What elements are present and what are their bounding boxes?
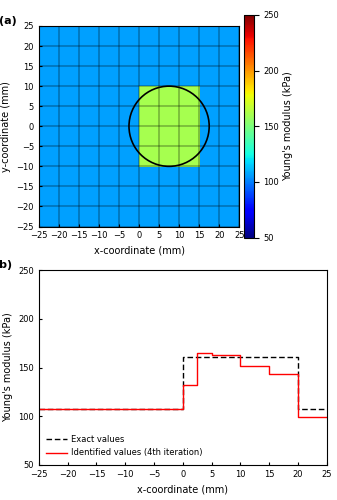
Identified values (4th iteration) <box>210 352 214 358</box>
Line: Exact values: Exact values <box>39 358 327 410</box>
Exact values <box>296 354 300 360</box>
Exact values <box>37 406 41 412</box>
Identified values (4th iteration) <box>210 350 214 356</box>
Identified values (4th iteration) <box>239 352 243 358</box>
Identified values (4th iteration) <box>267 362 271 368</box>
Exact values <box>181 354 185 360</box>
Exact values <box>296 406 300 412</box>
Identified values (4th iteration) <box>181 382 185 388</box>
Exact values <box>325 406 329 412</box>
X-axis label: x-coordinate (mm): x-coordinate (mm) <box>137 484 228 494</box>
Text: (a): (a) <box>0 16 17 26</box>
Exact values <box>181 406 185 412</box>
Y-axis label: Young's modulus (kPa): Young's modulus (kPa) <box>283 72 294 181</box>
Identified values (4th iteration) <box>181 406 185 412</box>
Identified values (4th iteration) <box>195 382 199 388</box>
Identified values (4th iteration) <box>195 350 199 356</box>
X-axis label: x-coordinate (mm): x-coordinate (mm) <box>93 246 185 256</box>
Line: Identified values (4th iteration): Identified values (4th iteration) <box>39 353 327 417</box>
Text: (b): (b) <box>0 260 12 270</box>
Identified values (4th iteration) <box>239 362 243 368</box>
Identified values (4th iteration) <box>296 372 300 378</box>
Legend: Exact values, Identified values (4th iteration): Exact values, Identified values (4th ite… <box>43 432 206 461</box>
Identified values (4th iteration) <box>267 372 271 378</box>
Y-axis label: y-coordinate (mm): y-coordinate (mm) <box>1 81 11 172</box>
Identified values (4th iteration) <box>325 414 329 420</box>
Y-axis label: Young's modulus (kPa): Young's modulus (kPa) <box>3 312 12 422</box>
Identified values (4th iteration) <box>37 406 41 412</box>
Identified values (4th iteration) <box>296 414 300 420</box>
